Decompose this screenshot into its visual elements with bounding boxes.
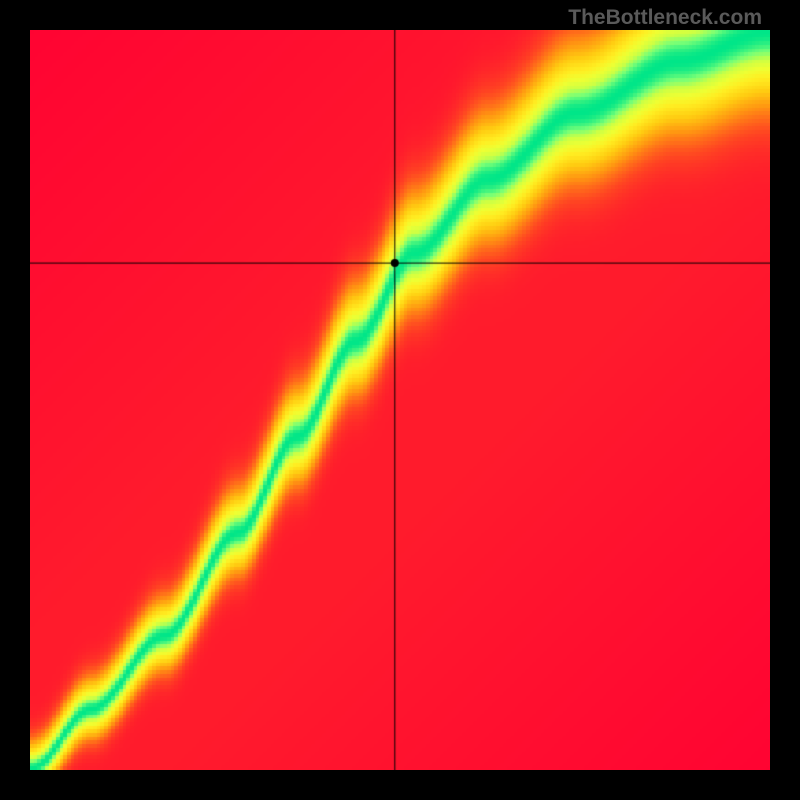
heatmap-canvas <box>30 30 770 770</box>
bottleneck-heatmap <box>30 30 770 770</box>
watermark-text: TheBottleneck.com <box>568 6 762 30</box>
